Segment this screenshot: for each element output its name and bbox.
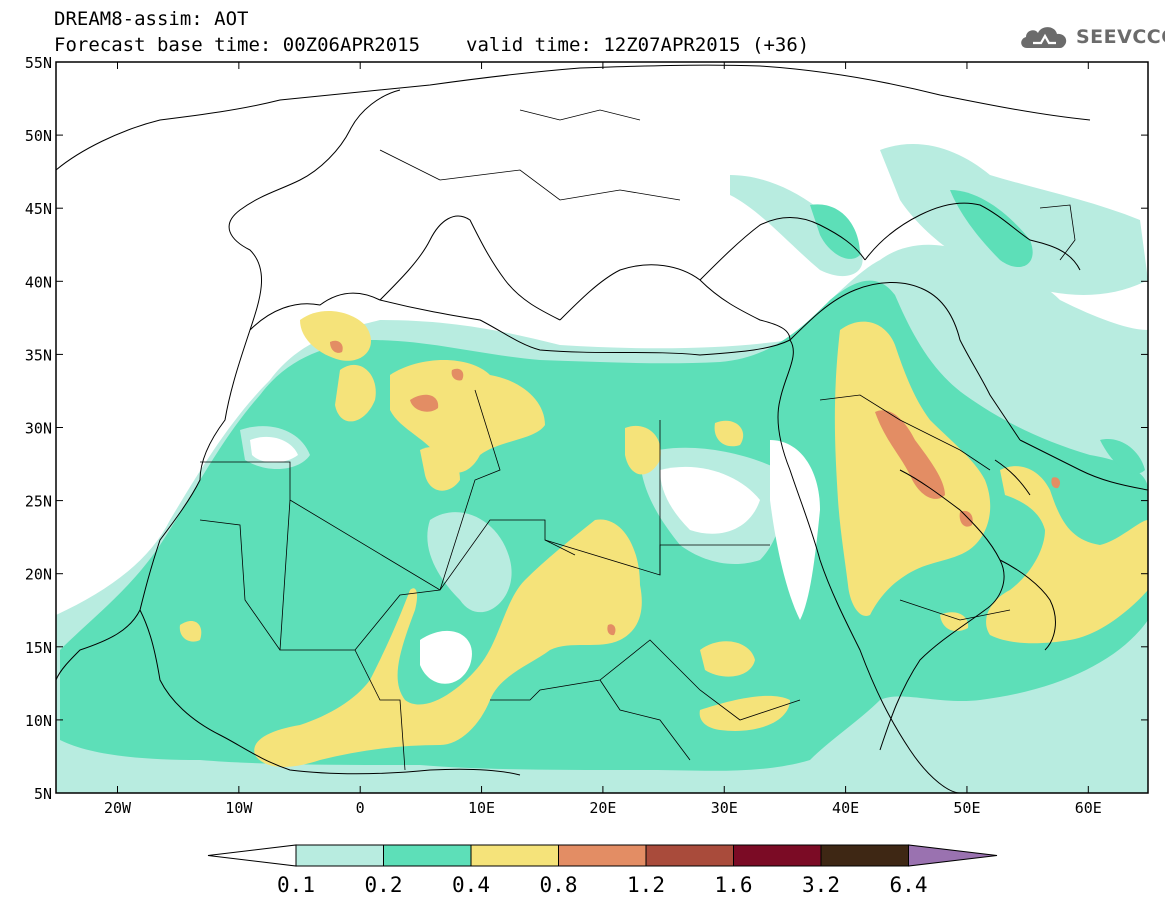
colorbar-cell: [295, 844, 384, 867]
lon-label: 10W: [225, 799, 253, 817]
colorbar-labels: 0.1 0.2 0.4 0.8 1.2 1.6 3.2 6.4: [277, 873, 927, 897]
map-title: DREAM8-assim: AOT: [54, 8, 249, 30]
colorbar-label: 3.2: [802, 873, 840, 897]
colorbar-cell: [470, 844, 559, 867]
colorbar: [207, 844, 998, 867]
colorbar-cell: [558, 844, 647, 867]
colorbar-cell: [207, 844, 297, 867]
colorbar-label: 1.2: [627, 873, 665, 897]
latitude-labels: 55N 50N 45N 40N 35N 30N 25N 20N 15N 10N 5N: [25, 54, 52, 803]
lat-label: 55N: [25, 54, 52, 72]
lon-label: 60E: [1075, 799, 1102, 817]
colorbar-label: 1.6: [715, 873, 753, 897]
colorbar-label: 0.8: [540, 873, 578, 897]
coastlines: [56, 64, 1148, 793]
country-borders: [199, 109, 1076, 771]
aot-shading: [56, 144, 1148, 793]
lat-label: 35N: [25, 346, 52, 364]
colorbar-cell: [383, 844, 472, 867]
colorbar-label: 0.2: [365, 873, 403, 897]
lat-label: 20N: [25, 566, 52, 584]
lat-label: 25N: [25, 493, 52, 511]
valid-time: valid time: 12Z07APR2015 (+36): [466, 34, 810, 56]
cloud-icon: [1021, 27, 1067, 48]
lat-label: 10N: [25, 712, 52, 730]
lon-label: 20E: [589, 799, 616, 817]
lon-label: 30E: [711, 799, 738, 817]
colorbar-cell: [908, 844, 998, 867]
axis-ticks: [56, 61, 1148, 794]
lon-label: 20W: [104, 799, 132, 817]
colorbar-cell: [820, 844, 909, 867]
lon-label: 10E: [468, 799, 495, 817]
lon-label: 40E: [832, 799, 859, 817]
colorbar-label: 6.4: [890, 873, 928, 897]
seevccc-logo: SEEVCCC: [1018, 22, 1165, 52]
lat-label: 40N: [25, 273, 52, 291]
lon-label: 0: [356, 799, 365, 817]
lat-label: 5N: [34, 785, 52, 803]
colorbar-cell: [645, 844, 734, 867]
lat-label: 45N: [25, 200, 52, 218]
lat-label: 50N: [25, 127, 52, 145]
longitude-labels: 20W 10W 0 10E 20E 30E 40E 50E 60E: [104, 799, 1102, 817]
colorbar-cell: [733, 844, 822, 867]
colorbar-label: 0.4: [452, 873, 490, 897]
colorbar-label: 0.1: [277, 873, 315, 897]
base-time: Forecast base time: 00Z06APR2015: [54, 34, 421, 56]
logo-text: SEEVCCC: [1076, 26, 1165, 48]
forecast-times: Forecast base time: 00Z06APR2015 valid ti…: [54, 34, 809, 56]
lat-label: 30N: [25, 420, 52, 438]
lon-label: 50E: [953, 799, 980, 817]
lat-label: 15N: [25, 639, 52, 657]
